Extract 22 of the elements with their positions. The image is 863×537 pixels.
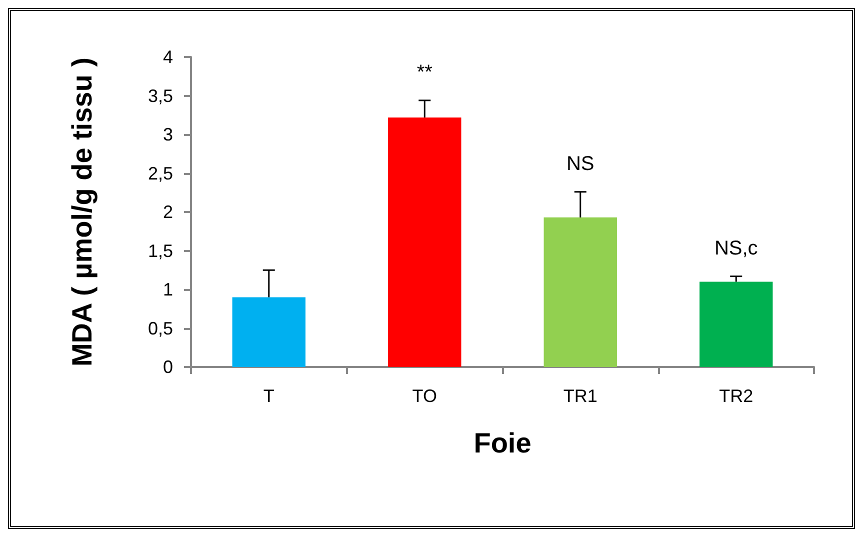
y-tick-label: 3,5	[148, 86, 173, 106]
x-tick-label: TR1	[563, 386, 598, 406]
x-tick-label: TR2	[719, 386, 754, 406]
x-tick-label: T	[263, 386, 274, 406]
y-tick-label: 3	[162, 124, 173, 144]
data-label: NS	[566, 152, 594, 175]
y-tick-label: 0	[162, 357, 173, 377]
data-label: NS,c	[714, 237, 758, 260]
y-tick-label: 1	[162, 280, 173, 300]
y-tick-label: 2,5	[148, 163, 173, 184]
bar	[388, 117, 462, 367]
bar	[700, 282, 773, 367]
y-axis-title: MDA ( µmol/g de tissu )	[66, 57, 98, 367]
y-tick-label: 2	[162, 202, 173, 222]
bar	[232, 297, 306, 367]
y-tick-label: 4	[162, 47, 173, 67]
x-axis-title: Foie	[474, 428, 532, 458]
data-label: **	[416, 61, 433, 84]
y-tick-label: 0,5	[148, 318, 173, 338]
y-tick-label: 1,5	[148, 240, 173, 261]
x-tick-label: TO	[412, 386, 437, 406]
bar	[544, 217, 617, 367]
